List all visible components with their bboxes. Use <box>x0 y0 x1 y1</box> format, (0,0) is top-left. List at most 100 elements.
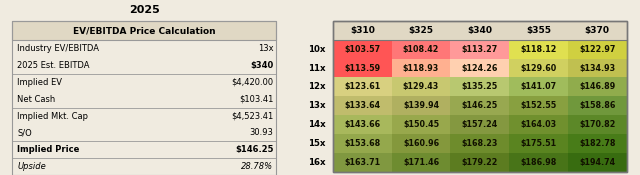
Bar <box>12 21 276 175</box>
Text: Industry EV/EBITDA: Industry EV/EBITDA <box>17 44 99 53</box>
Text: $168.23: $168.23 <box>461 139 498 148</box>
Text: $143.66: $143.66 <box>344 120 380 129</box>
Text: $4,420.00: $4,420.00 <box>231 78 273 87</box>
Bar <box>333 134 392 153</box>
Bar <box>333 21 627 172</box>
Bar <box>333 115 392 134</box>
Text: $135.25: $135.25 <box>461 82 498 91</box>
Text: $163.71: $163.71 <box>344 158 380 167</box>
Text: Implied EV: Implied EV <box>17 78 63 87</box>
Bar <box>333 21 627 172</box>
Text: $118.12: $118.12 <box>520 45 557 54</box>
Text: $146.25: $146.25 <box>235 145 273 154</box>
Bar <box>12 21 276 40</box>
Text: $141.07: $141.07 <box>520 82 557 91</box>
Text: $370: $370 <box>585 26 610 35</box>
Bar <box>451 134 509 153</box>
Text: Upside: Upside <box>17 162 46 171</box>
Bar <box>568 77 627 96</box>
Text: $129.43: $129.43 <box>403 82 439 91</box>
Text: $164.03: $164.03 <box>520 120 557 129</box>
Bar <box>568 40 627 59</box>
Text: $152.55: $152.55 <box>520 101 557 110</box>
Bar <box>392 115 451 134</box>
Text: $122.97: $122.97 <box>579 45 616 54</box>
Text: 15x: 15x <box>308 139 326 148</box>
Text: $171.46: $171.46 <box>403 158 439 167</box>
Bar <box>509 77 568 96</box>
Text: 13x: 13x <box>258 44 273 53</box>
Bar <box>392 77 451 96</box>
Bar <box>509 59 568 78</box>
Bar <box>509 153 568 172</box>
Text: $158.86: $158.86 <box>579 101 616 110</box>
Text: $150.45: $150.45 <box>403 120 439 129</box>
Bar <box>451 153 509 172</box>
Text: Implied Price: Implied Price <box>17 145 80 154</box>
Bar <box>333 40 392 59</box>
Text: S/O: S/O <box>17 128 32 137</box>
Bar <box>568 115 627 134</box>
Bar <box>333 77 392 96</box>
Bar <box>392 153 451 172</box>
Text: $129.60: $129.60 <box>520 64 557 72</box>
Text: $4,523.41: $4,523.41 <box>231 111 273 121</box>
Text: $134.93: $134.93 <box>579 64 616 72</box>
Bar <box>451 59 509 78</box>
Text: $133.64: $133.64 <box>344 101 380 110</box>
Text: $103.57: $103.57 <box>344 45 380 54</box>
Bar <box>392 40 451 59</box>
Text: $170.82: $170.82 <box>579 120 616 129</box>
Text: $153.68: $153.68 <box>344 139 380 148</box>
Text: $113.27: $113.27 <box>461 45 498 54</box>
Text: $179.22: $179.22 <box>461 158 498 167</box>
Text: $123.61: $123.61 <box>344 82 380 91</box>
Text: $146.89: $146.89 <box>579 82 616 91</box>
Bar <box>568 153 627 172</box>
Text: $340: $340 <box>250 61 273 70</box>
Text: 16x: 16x <box>308 158 326 167</box>
Text: 12x: 12x <box>308 82 326 91</box>
Bar <box>451 115 509 134</box>
Bar <box>451 96 509 115</box>
Bar <box>568 96 627 115</box>
Bar <box>509 115 568 134</box>
Text: $355: $355 <box>526 26 551 35</box>
Text: $160.96: $160.96 <box>403 139 439 148</box>
Text: $113.59: $113.59 <box>344 64 380 72</box>
Text: $310: $310 <box>350 26 375 35</box>
Text: 14x: 14x <box>308 120 326 129</box>
Text: $118.93: $118.93 <box>403 64 439 72</box>
Text: $182.78: $182.78 <box>579 139 616 148</box>
Bar <box>333 21 627 40</box>
Bar <box>333 59 392 78</box>
Bar <box>333 96 392 115</box>
Text: Implied Mkt. Cap: Implied Mkt. Cap <box>17 111 88 121</box>
Text: $194.74: $194.74 <box>579 158 616 167</box>
Bar <box>568 134 627 153</box>
Bar <box>392 59 451 78</box>
Text: 30.93: 30.93 <box>250 128 273 137</box>
Bar <box>451 77 509 96</box>
Text: 2025: 2025 <box>129 5 159 15</box>
Bar <box>509 134 568 153</box>
Text: 28.78%: 28.78% <box>241 162 273 171</box>
Text: $108.42: $108.42 <box>403 45 439 54</box>
Text: $340: $340 <box>467 26 492 35</box>
Bar <box>568 59 627 78</box>
Bar <box>392 134 451 153</box>
Bar <box>509 40 568 59</box>
Bar <box>509 96 568 115</box>
Text: Net Cash: Net Cash <box>17 95 56 104</box>
Text: $139.94: $139.94 <box>403 101 439 110</box>
Bar <box>451 40 509 59</box>
Text: $103.41: $103.41 <box>239 95 273 104</box>
Text: $146.25: $146.25 <box>461 101 498 110</box>
Text: $186.98: $186.98 <box>520 158 557 167</box>
Text: EV/EBITDA Price Calculation: EV/EBITDA Price Calculation <box>73 26 215 35</box>
Text: 2025 Est. EBITDA: 2025 Est. EBITDA <box>17 61 90 70</box>
Text: 10x: 10x <box>308 45 326 54</box>
Text: $124.26: $124.26 <box>461 64 498 72</box>
Text: $175.51: $175.51 <box>520 139 557 148</box>
Text: 13x: 13x <box>308 101 326 110</box>
